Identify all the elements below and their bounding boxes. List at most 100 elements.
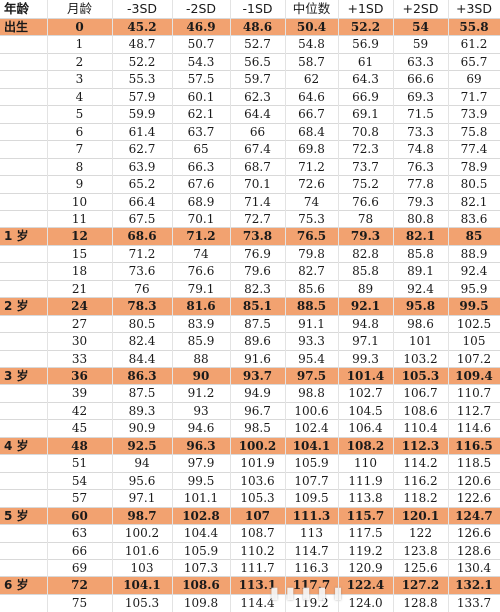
cell-plus2sd: 105.3 <box>401 369 440 383</box>
cell-minus1sd: 71.4 <box>244 194 271 209</box>
cell-plus3sd: 112.7 <box>456 403 492 418</box>
table-row: 9 65.2 67.6 70.1 72.6 75.2 77.8 80.5 <box>0 175 500 193</box>
table-row-year: 5 岁 60 98.7 102.8 107 111.3 115.7 120.1 124.7 <box>0 506 500 525</box>
cell-plus2sd: 82.1 <box>405 229 436 244</box>
cell-age <box>0 36 47 53</box>
cell-minus2sd: 102.8 <box>182 508 220 523</box>
cell-plus3sd: 128.6 <box>456 543 492 558</box>
header-plus3sd: +3SD <box>456 1 492 16</box>
cell-plus3sd: 85 <box>465 229 483 244</box>
cell-plus2sd: 123.8 <box>403 543 438 558</box>
cell-median: 91.1 <box>298 316 325 331</box>
cell-plus2sd: 76.3 <box>407 159 434 174</box>
cell-minus1sd: 111.7 <box>240 560 275 575</box>
cell-minus3sd: 89.3 <box>128 403 156 418</box>
cell-month: 9 <box>75 177 84 192</box>
cell-minus3sd: 90.9 <box>128 421 156 436</box>
cell-plus1sd: 94.8 <box>352 316 379 331</box>
cell-minus2sd: 108.6 <box>182 578 220 593</box>
cell-minus2sd: 50.7 <box>187 37 215 52</box>
table-row: 7 62.7 65 67.4 69.8 72.3 74.8 77.4 <box>0 140 500 158</box>
cell-age <box>0 455 47 472</box>
header-plus1sd: +1SD <box>347 1 384 16</box>
cell-minus2sd: 93 <box>193 403 209 418</box>
cell-month: 3 <box>75 72 84 87</box>
table-row: 2 52.2 54.3 56.5 58.7 61 63.3 65.7 <box>0 52 500 71</box>
cell-minus3sd: 104.1 <box>123 578 161 593</box>
cell-minus3sd: 97.1 <box>128 491 156 506</box>
cell-plus2sd: 80.8 <box>407 211 434 226</box>
cell-median: 97.5 <box>296 369 327 383</box>
cell-month: 33 <box>71 351 88 366</box>
cell-minus3sd: 52.2 <box>128 54 156 69</box>
cell-minus2sd: 71.2 <box>186 229 216 244</box>
cell-month: 45 <box>71 421 88 436</box>
cell-minus3sd: 98.7 <box>127 508 157 523</box>
cell-age: 6 岁 <box>4 578 29 593</box>
column-divider <box>172 0 173 612</box>
cell-plus2sd: 77.8 <box>407 177 434 192</box>
table-row: 42 89.3 93 96.7 100.6 104.5 108.6 112.7 <box>0 401 500 420</box>
cell-plus2sd: 73.3 <box>407 124 434 139</box>
cell-minus3sd: 68.6 <box>127 229 157 244</box>
cell-plus3sd: 55.8 <box>459 20 489 34</box>
cell-minus3sd: 84.4 <box>128 351 156 366</box>
cell-plus3sd: 95.9 <box>460 281 488 296</box>
cell-minus2sd: 46.9 <box>186 20 216 34</box>
cell-age: 出生 <box>4 20 29 34</box>
cell-minus2sd: 99.5 <box>187 473 215 488</box>
cell-median: 85.6 <box>298 281 325 296</box>
cell-plus1sd: 101.4 <box>346 369 385 383</box>
cell-plus1sd: 111.9 <box>348 473 383 488</box>
column-divider <box>393 0 394 612</box>
cell-minus2sd: 79.1 <box>187 281 215 296</box>
cell-minus3sd: 57.9 <box>128 89 156 104</box>
cell-month: 39 <box>71 386 88 401</box>
cell-median: 71.2 <box>298 159 325 174</box>
cell-age <box>0 351 47 368</box>
cell-minus2sd: 76.6 <box>187 264 215 279</box>
header-minus2sd: -2SD <box>185 1 217 16</box>
cell-minus3sd: 103 <box>130 560 154 575</box>
cell-minus1sd: 64.4 <box>244 107 271 122</box>
cell-age: 5 岁 <box>4 508 29 523</box>
table-row: 57 97.1 101.1 105.3 109.5 113.8 118.2 122.6 <box>0 489 500 507</box>
cell-minus3sd: 80.5 <box>128 316 156 331</box>
cell-minus3sd: 65.2 <box>128 177 156 192</box>
cell-minus3sd: 61.4 <box>128 124 156 139</box>
cell-minus1sd: 52.7 <box>244 37 271 52</box>
cell-month: 5 <box>75 107 84 122</box>
header-minus3sd: -3SD <box>126 1 158 16</box>
cell-plus3sd: 77.4 <box>460 142 488 157</box>
cell-minus2sd: 57.5 <box>187 72 215 87</box>
cell-plus1sd: 120.9 <box>348 560 383 575</box>
cell-month: 27 <box>71 316 88 331</box>
cell-month: 18 <box>71 264 88 279</box>
cell-median: 82.7 <box>298 264 325 279</box>
cell-minus3sd: 73.6 <box>128 264 156 279</box>
cell-month: 30 <box>71 334 88 349</box>
cell-minus3sd: 63.9 <box>128 159 156 174</box>
cell-month: 7 <box>75 142 84 157</box>
cell-plus3sd: 99.5 <box>459 299 489 314</box>
cell-age <box>0 333 47 350</box>
cell-median: 102.4 <box>294 421 329 436</box>
watermark: ▮ ▮ ▮ ▮ ▮ <box>270 583 344 602</box>
cell-plus2sd: 110.4 <box>403 421 438 436</box>
cell-minus3sd: 95.6 <box>128 473 156 488</box>
cell-minus3sd: 71.2 <box>128 246 156 261</box>
cell-plus1sd: 75.2 <box>352 177 379 192</box>
table-row-year: 2 岁 24 78.3 81.6 85.1 88.5 92.1 95.8 99.5 <box>0 297 500 316</box>
table-row: 45 90.9 94.6 98.5 102.4 106.4 110.4 114.6 <box>0 419 500 437</box>
cell-plus1sd: 82.8 <box>352 246 379 261</box>
cell-plus2sd: 63.3 <box>407 54 434 69</box>
table-row: 11 67.5 70.1 72.7 75.3 78 80.8 83.6 <box>0 209 500 228</box>
cell-plus3sd: 114.6 <box>456 421 492 436</box>
cell-plus1sd: 70.8 <box>352 124 379 139</box>
cell-plus1sd: 76.6 <box>352 194 379 209</box>
cell-median: 107.7 <box>294 473 329 488</box>
cell-minus2sd: 96.3 <box>186 438 216 453</box>
table-row: 3 55.3 57.5 59.7 62 64.3 66.6 69 <box>0 70 500 88</box>
header-plus2sd: +2SD <box>402 1 439 16</box>
cell-minus1sd: 56.5 <box>244 54 271 69</box>
